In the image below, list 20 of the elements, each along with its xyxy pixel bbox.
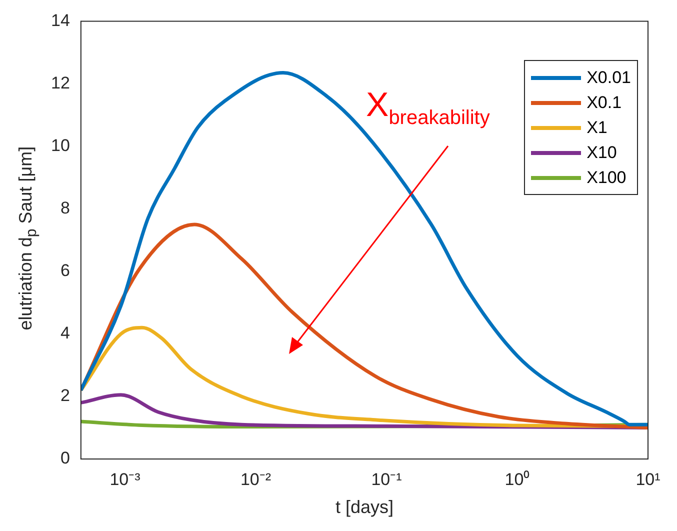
y-tick-label: 12	[50, 73, 70, 92]
y-tick-label: 8	[60, 198, 70, 218]
y-tick-label: 2	[60, 386, 70, 406]
x-axis-title: t [days]	[335, 497, 394, 518]
y-tick-label: 0	[60, 448, 70, 468]
x-tick-label: 10⁻³	[110, 470, 141, 489]
y-tick-label: 4	[60, 324, 70, 343]
annotation: X$_{breakability}$	[366, 86, 490, 130]
x-tick-label: 10⁰	[504, 470, 530, 489]
y-tick-label: 14	[50, 10, 70, 30]
x-tick-label: 10⁻²	[240, 470, 272, 489]
x-tick-label: 10¹	[636, 470, 661, 489]
legend-label: X1	[586, 118, 608, 138]
legend-label: X10	[586, 142, 617, 162]
y-tick-label: 10	[50, 136, 70, 155]
legend-label: X0.01	[586, 68, 631, 88]
legend-label: X0.1	[586, 92, 622, 112]
y-tick-label: 6	[60, 261, 70, 280]
x-tick-label: 10⁻¹	[371, 470, 402, 489]
legend-label: X100	[586, 168, 626, 188]
